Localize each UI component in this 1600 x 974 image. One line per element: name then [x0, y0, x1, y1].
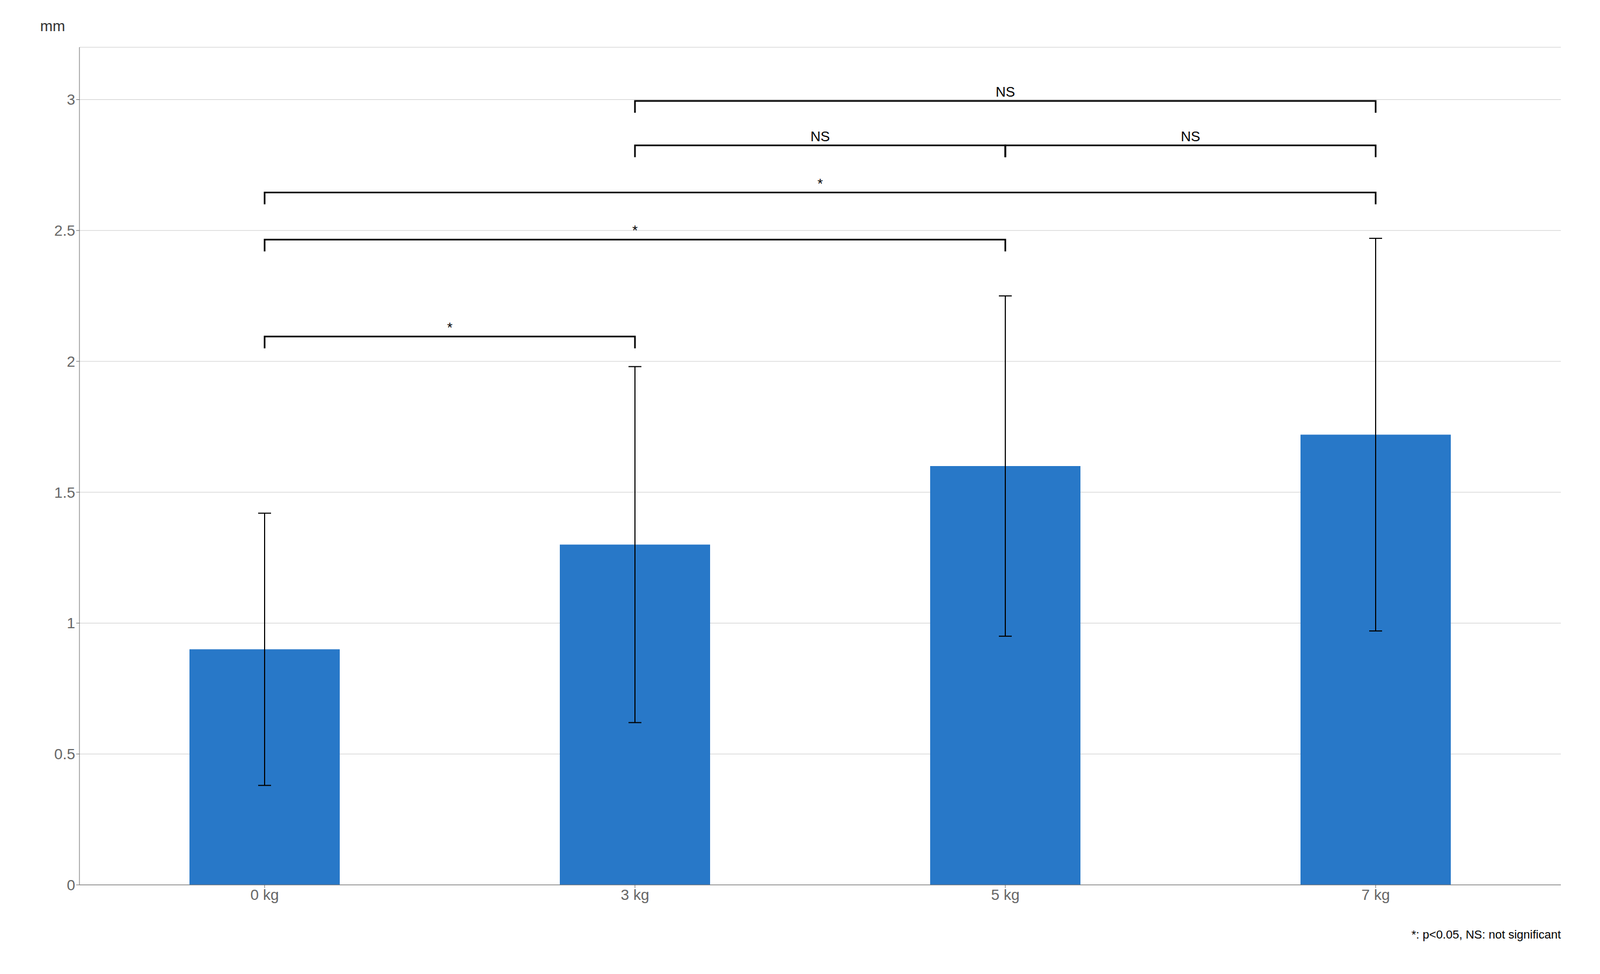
svg-text:0.5: 0.5 — [54, 745, 76, 763]
svg-text:2.5: 2.5 — [54, 222, 76, 239]
svg-text:1.5: 1.5 — [54, 484, 76, 501]
svg-text:NS: NS — [995, 83, 1015, 100]
svg-text:NS: NS — [1180, 128, 1201, 145]
svg-text:3: 3 — [66, 91, 76, 108]
html-text:*: p<0.05, NS: not significant: *: p<0.05, NS: not significant — [1411, 927, 1561, 941]
svg-text:2: 2 — [66, 353, 76, 370]
svg-text:0 kg: 0 kg — [250, 886, 280, 903]
svg-text:7 kg: 7 kg — [1361, 886, 1391, 903]
svg-text:5 kg: 5 kg — [991, 886, 1020, 903]
svg-text:mm: mm — [40, 17, 66, 35]
svg-text:*: * — [447, 319, 453, 336]
svg-text:0: 0 — [66, 876, 76, 894]
svg-text:3 kg: 3 kg — [620, 886, 650, 903]
svg-text:1: 1 — [66, 614, 76, 632]
svg-text:*: * — [817, 175, 823, 192]
svg-text:*: * — [632, 222, 638, 239]
svg-text:NS: NS — [810, 128, 830, 145]
